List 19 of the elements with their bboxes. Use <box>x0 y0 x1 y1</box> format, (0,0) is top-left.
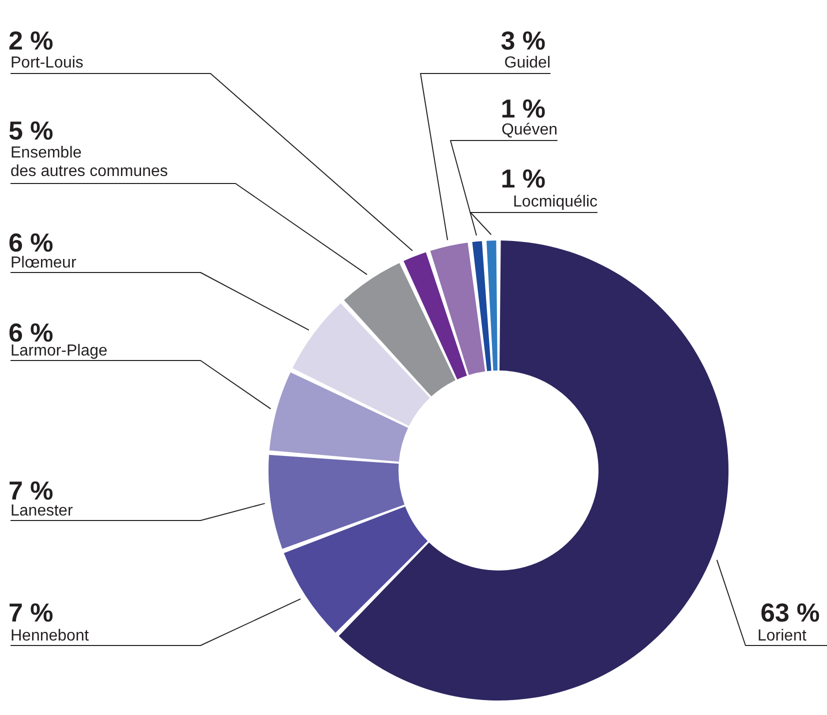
data-label: 1 % <box>500 94 546 124</box>
slice-label: Hennebont <box>10 628 90 644</box>
data-label: 1 % <box>500 164 546 194</box>
slice-label: Plœmeur <box>10 254 77 272</box>
data-label: 7 % <box>8 476 54 506</box>
data-label: 63 % <box>760 598 820 628</box>
slice-label: Ensemble des autres communes <box>10 144 168 180</box>
data-label: 5 % <box>8 116 54 146</box>
slice-label: Lanester <box>10 502 74 520</box>
data-label: 3 % <box>500 26 546 56</box>
slice-label: Locmiquélic <box>513 194 598 210</box>
data-label: 7 % <box>8 598 54 628</box>
slice-label: Larmor-Plage <box>10 342 108 360</box>
slice-label: Lorient <box>758 628 807 644</box>
data-label: 2 % <box>8 26 54 56</box>
data-label: 6 % <box>8 228 54 258</box>
slice-label: Guidel <box>504 54 550 72</box>
slice-label: Quéven <box>501 122 558 138</box>
slice-label: Port-Louis <box>10 54 84 72</box>
